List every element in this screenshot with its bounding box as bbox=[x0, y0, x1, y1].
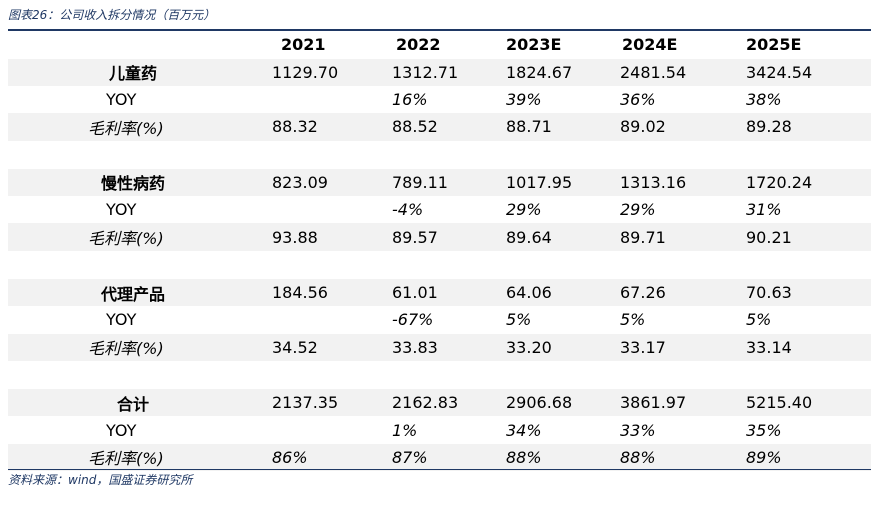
gross-margin-cell: 89.57 bbox=[392, 227, 438, 247]
segment-name: 代理产品 bbox=[100, 284, 165, 304]
table-row-yoy: YOY -4% 29% 29% 31% bbox=[8, 196, 871, 223]
gross-margin-cell: 89% bbox=[746, 447, 782, 467]
gross-margin-cell: 88% bbox=[506, 447, 542, 467]
figure-caption: 图表26：公司收入拆分情况（百万元） bbox=[8, 8, 216, 22]
yoy-cell: 33% bbox=[620, 420, 656, 440]
top-rule bbox=[8, 29, 871, 31]
header-2024e: 2024E bbox=[622, 35, 678, 55]
gross-margin-cell: 88.52 bbox=[392, 117, 438, 137]
spacer-row bbox=[8, 251, 871, 279]
revenue-cell: 2162.83 bbox=[392, 393, 459, 413]
revenue-cell: 1129.70 bbox=[272, 62, 339, 82]
yoy-cell: 38% bbox=[746, 90, 782, 110]
gross-margin-label: 毛利率(%) bbox=[88, 229, 164, 249]
yoy-cell: 5% bbox=[506, 310, 532, 330]
gross-margin-label: 毛利率(%) bbox=[88, 339, 164, 359]
revenue-cell: 1720.24 bbox=[746, 172, 813, 192]
revenue-cell: 70.63 bbox=[746, 283, 792, 303]
yoy-cell: -67% bbox=[392, 310, 434, 330]
header-2023e: 2023E bbox=[506, 35, 562, 55]
gross-margin-cell: 89.02 bbox=[620, 117, 666, 137]
revenue-cell: 2481.54 bbox=[620, 62, 687, 82]
table-row-margin: 毛利率(%) 88.32 88.52 88.71 89.02 89.28 bbox=[8, 113, 871, 141]
header-2022: 2022 bbox=[396, 35, 441, 55]
yoy-cell: 36% bbox=[620, 90, 656, 110]
source-note: 资料来源：wind，国盛证券研究所 bbox=[8, 473, 193, 487]
table-row-revenue: 慢性病药 823.09 789.11 1017.95 1313.16 1720.24 bbox=[8, 168, 871, 197]
yoy-cell: 31% bbox=[746, 200, 782, 220]
yoy-cell: 29% bbox=[506, 200, 542, 220]
yoy-cell: -4% bbox=[392, 200, 424, 220]
revenue-cell: 3424.54 bbox=[746, 62, 813, 82]
gross-margin-cell: 89.71 bbox=[620, 227, 666, 247]
yoy-label: YOY bbox=[106, 310, 137, 330]
table-row-revenue: 代理产品 184.56 61.01 64.06 67.26 70.63 bbox=[8, 278, 871, 307]
revenue-cell: 1017.95 bbox=[506, 172, 573, 192]
spacer-row bbox=[8, 361, 871, 389]
revenue-cell: 2137.35 bbox=[272, 393, 339, 413]
yoy-label: YOY bbox=[106, 420, 137, 440]
gross-margin-cell: 33.14 bbox=[746, 337, 792, 357]
header-2025e: 2025E bbox=[746, 35, 802, 55]
gross-margin-cell: 88% bbox=[620, 447, 656, 467]
table-row-revenue: 儿童药 1129.70 1312.71 1824.67 2481.54 3424.54 bbox=[8, 58, 871, 86]
yoy-cell: 5% bbox=[620, 310, 646, 330]
gross-margin-cell: 34.52 bbox=[272, 337, 318, 357]
gross-margin-label: 毛利率(%) bbox=[88, 449, 164, 469]
gross-margin-cell: 90.21 bbox=[746, 227, 792, 247]
yoy-cell: 29% bbox=[620, 200, 656, 220]
gross-margin-cell: 87% bbox=[392, 447, 428, 467]
gross-margin-cell: 88.71 bbox=[506, 117, 552, 137]
yoy-cell: 16% bbox=[392, 90, 428, 110]
revenue-cell: 61.01 bbox=[392, 283, 438, 303]
table-row-yoy: YOY 16% 39% 36% 38% bbox=[8, 86, 871, 113]
segment-name: 合计 bbox=[116, 394, 149, 414]
revenue-cell: 1824.67 bbox=[506, 62, 573, 82]
revenue-cell: 5215.40 bbox=[746, 393, 813, 413]
spacer-row bbox=[8, 141, 871, 169]
table-header-row: 2021 2022 2023E 2024E 2025E bbox=[8, 31, 871, 59]
table-row-yoy: YOY -67% 5% 5% 5% bbox=[8, 306, 871, 333]
yoy-cell: 39% bbox=[506, 90, 542, 110]
yoy-cell: 5% bbox=[746, 310, 772, 330]
revenue-cell: 184.56 bbox=[272, 283, 328, 303]
yoy-label: YOY bbox=[106, 90, 137, 110]
revenue-cell: 67.26 bbox=[620, 283, 666, 303]
revenue-cell: 1313.16 bbox=[620, 172, 687, 192]
gross-margin-cell: 89.64 bbox=[506, 227, 552, 247]
gross-margin-label: 毛利率(%) bbox=[88, 118, 164, 138]
segment-name: 儿童药 bbox=[108, 64, 157, 84]
revenue-cell: 64.06 bbox=[506, 283, 552, 303]
gross-margin-cell: 33.83 bbox=[392, 337, 438, 357]
header-2021: 2021 bbox=[281, 35, 326, 55]
gross-margin-cell: 93.88 bbox=[272, 227, 318, 247]
segment-name: 慢性病药 bbox=[100, 174, 165, 194]
yoy-label: YOY bbox=[106, 200, 137, 220]
gross-margin-cell: 33.17 bbox=[620, 337, 666, 357]
gross-margin-cell: 33.20 bbox=[506, 337, 552, 357]
revenue-cell: 1312.71 bbox=[392, 62, 459, 82]
yoy-cell: 34% bbox=[506, 420, 542, 440]
revenue-cell: 823.09 bbox=[272, 172, 328, 192]
gross-margin-cell: 88.32 bbox=[272, 117, 318, 137]
revenue-breakdown-table: 2021 2022 2023E 2024E 2025E 儿童药 1129.70 13… bbox=[8, 31, 871, 472]
revenue-cell: 3861.97 bbox=[620, 393, 687, 413]
gross-margin-cell: 86% bbox=[272, 447, 308, 467]
revenue-cell: 2906.68 bbox=[506, 393, 573, 413]
yoy-cell: 1% bbox=[392, 420, 418, 440]
bottom-rule bbox=[8, 469, 871, 470]
yoy-cell: 35% bbox=[746, 420, 782, 440]
table-row-margin: 毛利率(%) 34.52 33.83 33.20 33.17 33.14 bbox=[8, 333, 871, 362]
table-row-revenue: 合计 2137.35 2162.83 2906.68 3861.97 5215.40 bbox=[8, 389, 871, 417]
table-row-yoy: YOY 1% 34% 33% 35% bbox=[8, 416, 871, 443]
table-row-margin: 毛利率(%) 86% 87% 88% 88% 89% bbox=[8, 443, 871, 472]
revenue-cell: 789.11 bbox=[392, 172, 448, 192]
table-row-margin: 毛利率(%) 93.88 89.57 89.64 89.71 90.21 bbox=[8, 223, 871, 251]
gross-margin-cell: 89.28 bbox=[746, 117, 792, 137]
